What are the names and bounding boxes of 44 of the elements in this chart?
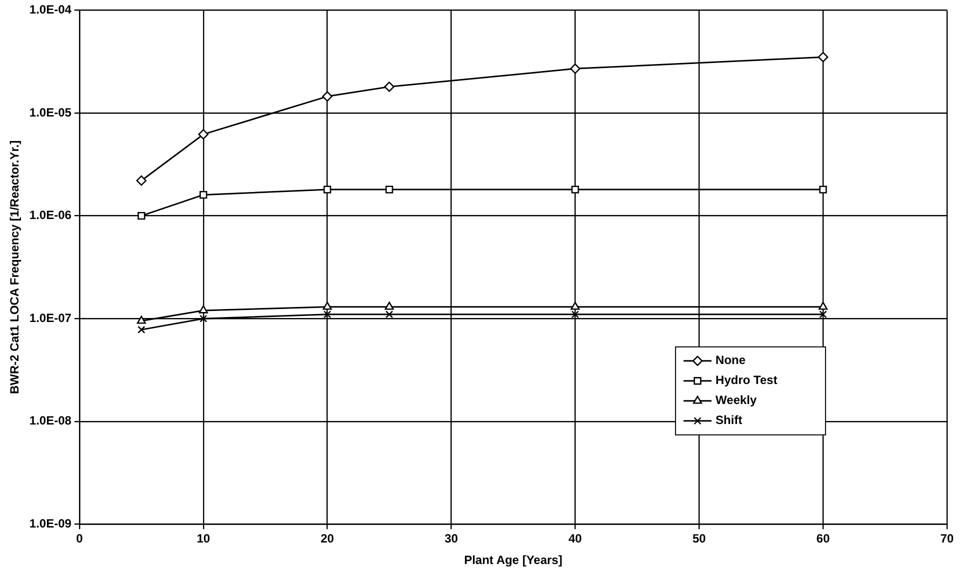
point xyxy=(200,314,208,322)
legend-label: Weekly xyxy=(716,393,758,408)
y-tick-label: 1.0E-04 xyxy=(29,2,72,17)
point xyxy=(570,64,580,74)
x-tick-label: 30 xyxy=(444,532,458,546)
point xyxy=(322,91,332,102)
point xyxy=(570,302,580,310)
point xyxy=(819,186,827,194)
point xyxy=(200,190,208,199)
point xyxy=(322,302,332,310)
legend-label: Shift xyxy=(716,413,742,428)
x-tick-label: 50 xyxy=(692,532,706,546)
x-tick-label: 0 xyxy=(76,532,84,546)
point xyxy=(138,212,146,220)
point xyxy=(384,302,394,310)
y-tick-label: 1.0E-06 xyxy=(29,208,72,222)
x-tick-label: 40 xyxy=(568,532,582,546)
legend-label: Hydro Test xyxy=(716,373,778,388)
point xyxy=(818,52,828,62)
y-tick-label: 1.0E-09 xyxy=(29,516,72,531)
y-tick-label: 1.0E-07 xyxy=(29,310,72,325)
x-tick-label: 20 xyxy=(320,532,334,546)
point xyxy=(384,82,394,92)
legend-label: None xyxy=(716,353,746,368)
point xyxy=(323,186,332,194)
point xyxy=(571,310,580,318)
y-tick-label: 1.0E-05 xyxy=(29,105,72,120)
point xyxy=(385,186,394,194)
point xyxy=(136,316,146,324)
y-tick-label: 1.0E-08 xyxy=(29,414,72,428)
x-tick-label: 10 xyxy=(196,532,210,546)
point xyxy=(198,305,208,314)
point xyxy=(819,310,827,318)
point xyxy=(323,310,332,318)
point xyxy=(136,175,147,186)
point xyxy=(385,310,394,318)
point xyxy=(571,186,580,194)
point xyxy=(138,326,146,334)
point xyxy=(818,302,828,310)
x-axis-title: Plant Age [Years] xyxy=(464,553,562,568)
x-tick-label: 70 xyxy=(940,532,954,546)
x-tick-label: 60 xyxy=(816,532,830,546)
y-axis-title: BWR-2 Cat1 LOCA Frequency [1/Reactor.Yr.] xyxy=(8,140,22,394)
point xyxy=(198,129,209,140)
